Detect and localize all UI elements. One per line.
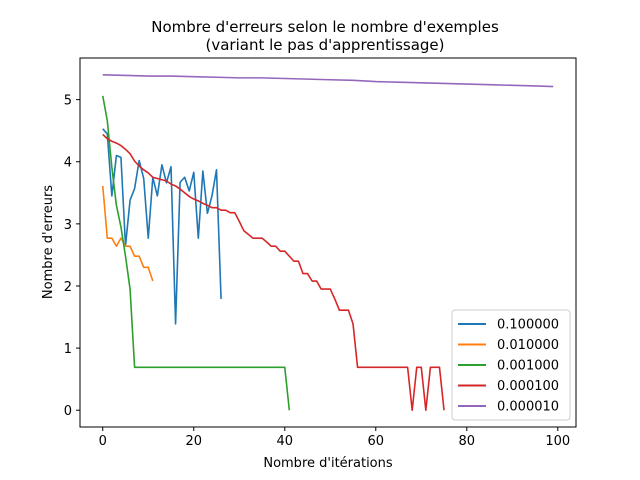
ticks-layer: 0 20 40 60 80 100 0 1 2 3 4 5 xyxy=(64,94,570,449)
series-line-1 xyxy=(102,128,222,325)
x-tick-label: 100 xyxy=(545,434,570,449)
y-tick-label: 5 xyxy=(64,94,72,109)
y-tick-label: 1 xyxy=(64,342,72,357)
x-tick-label: 0 xyxy=(99,434,107,449)
series-line-4 xyxy=(102,133,445,412)
legend-frame xyxy=(451,309,571,421)
x-axis-label: Nombre d'itérations xyxy=(263,456,393,471)
x-tick-label: 60 xyxy=(368,434,385,449)
legend-label: 0.001000 xyxy=(497,359,559,374)
y-tick-label: 4 xyxy=(64,156,72,171)
series-layer xyxy=(101,73,554,412)
legend-label: 0.000010 xyxy=(497,400,559,415)
y-axis-label: Nombre d'erreurs xyxy=(41,185,56,299)
legend-entries: 0.100000 0.010000 0.001000 0.000100 0.000010 xyxy=(458,318,559,415)
chart-subtitle: (variant le pas d'apprentissage) xyxy=(206,36,445,54)
legend-label: 0.000100 xyxy=(497,379,559,394)
y-tick-label: 2 xyxy=(64,280,72,295)
series-line-5 xyxy=(102,73,554,88)
legend: 0.100000 0.010000 0.001000 0.000100 0.000010 xyxy=(451,309,571,421)
x-tick-label: 80 xyxy=(459,434,476,449)
x-tick-label: 40 xyxy=(276,434,293,449)
plot-area-frame xyxy=(79,57,577,428)
series-line-2 xyxy=(101,185,154,282)
series-line-3 xyxy=(101,95,291,411)
y-tick-label: 0 xyxy=(64,404,72,419)
legend-label: 0.010000 xyxy=(497,338,559,353)
legend-label: 0.100000 xyxy=(497,318,559,333)
chart-title: Nombre d'erreurs selon le nombre d'exemp… xyxy=(151,18,499,36)
y-tick-label: 3 xyxy=(64,218,72,233)
x-tick-label: 20 xyxy=(185,434,202,449)
